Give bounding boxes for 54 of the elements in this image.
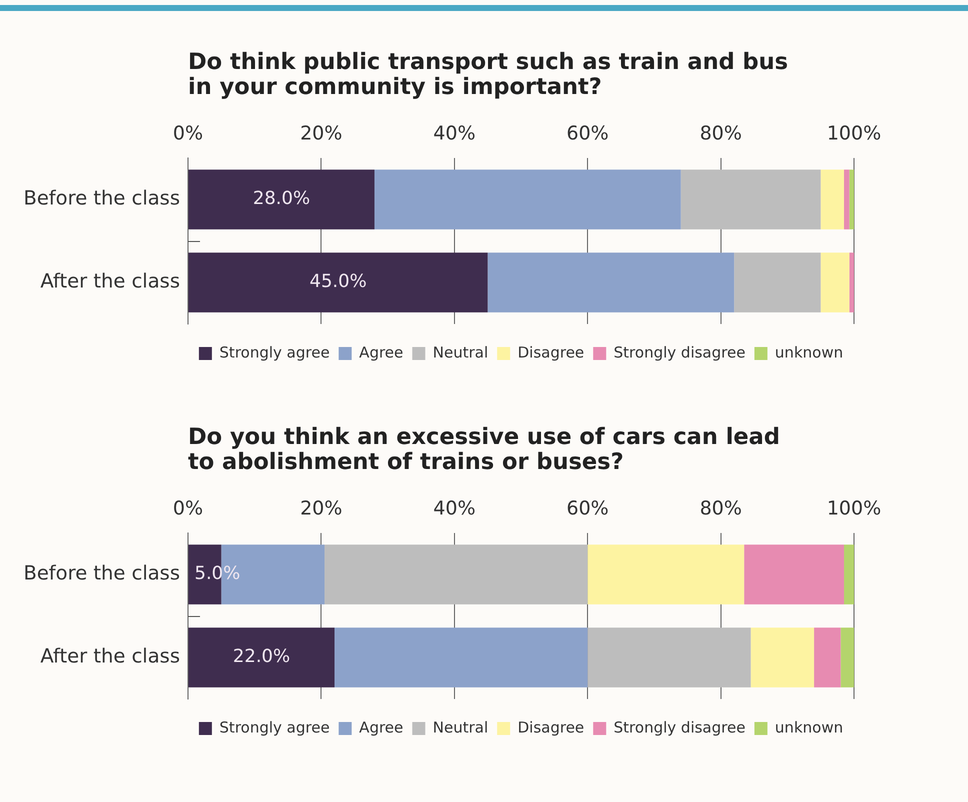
data-label: 22.0% bbox=[232, 646, 290, 668]
legend-label: Strongly agree bbox=[219, 718, 330, 736]
x-tick-label: 20% bbox=[300, 498, 342, 520]
chart-title: Do you think an excessive use of cars can lead to abolishment of trains or buses? bbox=[188, 424, 781, 475]
bar bbox=[734, 252, 821, 312]
bar bbox=[588, 544, 744, 604]
bar bbox=[849, 170, 854, 230]
x-tick-label: 60% bbox=[566, 498, 609, 520]
legend-label: Agree bbox=[359, 343, 404, 362]
legend-label: Strongly agree bbox=[219, 343, 330, 362]
x-tick-label: 40% bbox=[433, 122, 476, 145]
bar bbox=[840, 628, 854, 688]
bar bbox=[188, 170, 374, 230]
bar bbox=[488, 252, 734, 312]
bar bbox=[844, 544, 854, 604]
y-tick-label: After the class bbox=[40, 270, 180, 293]
legend-label: Neutral bbox=[432, 718, 488, 736]
x-tick-label: 40% bbox=[433, 498, 476, 520]
bar bbox=[820, 252, 850, 312]
legend-label: Agree bbox=[359, 718, 404, 736]
bar bbox=[680, 170, 821, 230]
legend-label: unknown bbox=[774, 343, 844, 362]
chart-title: Do think public transport such as train and bus in your community is important? bbox=[188, 49, 790, 100]
legend-label: unknown bbox=[774, 718, 844, 736]
x-tick-label: 100% bbox=[826, 498, 882, 520]
x-tick-label: 20% bbox=[300, 122, 342, 145]
legend-label: Disagree bbox=[518, 718, 584, 736]
bar bbox=[588, 628, 751, 688]
x-tick-label: 80% bbox=[700, 498, 742, 520]
x-tick-label: 0% bbox=[172, 122, 204, 145]
x-tick-label: 100% bbox=[826, 122, 882, 145]
bar bbox=[324, 544, 588, 604]
bar bbox=[188, 252, 488, 312]
bar bbox=[820, 170, 844, 230]
bar bbox=[844, 170, 850, 230]
legend-label: Neutral bbox=[432, 343, 488, 362]
data-label: 28.0% bbox=[252, 188, 310, 210]
y-tick-label: Before the class bbox=[23, 186, 180, 210]
x-tick-label: 80% bbox=[700, 122, 742, 145]
bar bbox=[374, 170, 681, 230]
bar bbox=[750, 628, 814, 688]
legend-label: Disagree bbox=[518, 343, 584, 362]
bar bbox=[188, 628, 335, 688]
bar bbox=[849, 252, 854, 312]
data-label: 45.0% bbox=[310, 271, 367, 292]
legend-label: Strongly disagree bbox=[614, 718, 746, 736]
legend-label: Strongly disagree bbox=[614, 343, 746, 362]
y-tick-label: After the class bbox=[40, 644, 180, 668]
bar bbox=[744, 544, 844, 604]
bar bbox=[814, 628, 841, 688]
bar bbox=[334, 628, 588, 688]
x-tick-label: 60% bbox=[566, 122, 609, 145]
x-tick-label: 0% bbox=[172, 498, 204, 520]
y-tick-label: Before the class bbox=[23, 562, 180, 585]
